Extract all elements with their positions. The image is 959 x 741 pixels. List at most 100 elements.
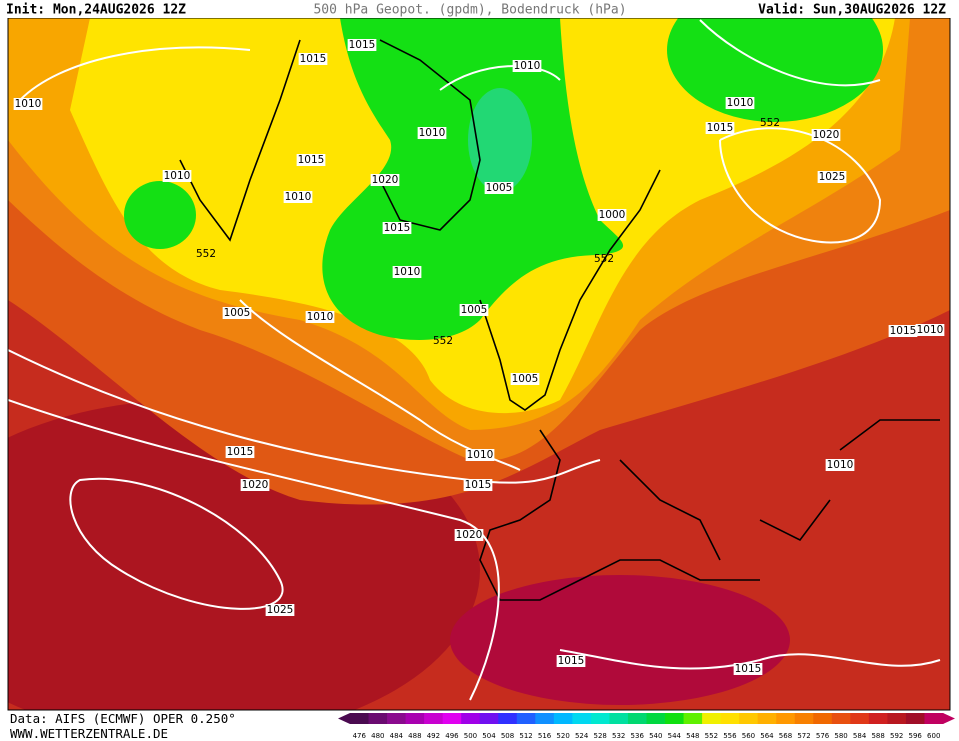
isobar-label: 1005 (486, 182, 513, 194)
isobar-label: 1015 (558, 655, 585, 667)
colorbar-label: 536 (631, 732, 645, 740)
colorbar-swatch (776, 713, 796, 724)
isobar-label: 1005 (224, 307, 251, 319)
colorbar-swatch (461, 713, 481, 724)
isobar-label: 1015 (735, 663, 762, 675)
isobar-label: 552 (594, 253, 614, 265)
isobar-label: 1010 (514, 60, 541, 72)
data-source: Data: AIFS (ECMWF) OPER 0.250° (10, 711, 236, 726)
label-box (240, 479, 270, 491)
colorbar-swatch (627, 713, 647, 724)
colorbar-label: 532 (612, 732, 625, 740)
label-box (283, 191, 313, 203)
isobar-label: 1025 (267, 604, 294, 616)
colorbar: 476 480 484 488 492 496 500 504 508 512 516 520 524 5… (338, 713, 955, 740)
isobar-label: 1005 (512, 373, 539, 385)
colorbar-label: 500 (464, 732, 477, 740)
isobar-label: 1015 (707, 122, 734, 134)
isobar-label: 1000 (599, 209, 626, 221)
label-box (556, 655, 586, 667)
colorbar-label: 544 (668, 732, 682, 740)
label-box (463, 479, 493, 491)
colorbar-swatch (535, 713, 555, 724)
label-box (725, 97, 755, 109)
colorbar-swatch (368, 713, 388, 724)
colorbar-label: 476 (353, 732, 367, 740)
colorbar-label: 504 (482, 732, 496, 740)
label-box (512, 60, 542, 72)
colorbar-label: 560 (742, 732, 755, 740)
isobar-label: 1010 (727, 97, 754, 109)
colorbar-label: 576 (816, 732, 830, 740)
website: WWW.WETTERZENTRALE.DE (10, 726, 168, 741)
colorbar-label: 592 (890, 732, 903, 740)
colorbar-label: 584 (853, 732, 867, 740)
colorbar-swatch (572, 713, 592, 724)
colorbar-label: 512 (519, 732, 532, 740)
init-time: Init: Mon,24AUG2026 12Z (6, 3, 186, 18)
isobar-label: 1015 (227, 446, 254, 458)
isobar-label: 1010 (917, 324, 944, 336)
isobar-label: 1015 (298, 154, 325, 166)
label-box (597, 209, 627, 221)
colorbar-swatch (387, 713, 407, 724)
label-box (888, 325, 918, 337)
colorbar-label: 516 (538, 732, 552, 740)
colorbar-swatch (590, 713, 610, 724)
label-box (296, 154, 326, 166)
colorbar-label: 520 (556, 732, 569, 740)
label-box (454, 529, 484, 541)
colorbar-label: 488 (408, 732, 421, 740)
colorbar-swatch (516, 713, 536, 724)
isobar-label: 1005 (461, 304, 488, 316)
colorbar-swatch (479, 713, 499, 724)
label-box (465, 449, 495, 461)
isobar-label: 552 (196, 248, 216, 260)
colorbar-swatch (887, 713, 907, 724)
colorbar-label: 548 (686, 732, 699, 740)
label-box (733, 663, 763, 675)
colorbar-swatch (739, 713, 759, 724)
label-box (915, 324, 945, 336)
colorbar-swatch (905, 713, 925, 724)
isobar-label: 552 (433, 335, 453, 347)
label-box (382, 222, 412, 234)
colorbar-label: 484 (390, 732, 404, 740)
colorbar-swatch (405, 713, 425, 724)
colorbar-label: 508 (501, 732, 514, 740)
isobar-label: 1010 (15, 98, 42, 110)
label-box (222, 307, 252, 319)
map-title: 500 hPa Geopot. (gpdm), Bodendruck (hPa) (313, 3, 626, 18)
colorbar-swatch (442, 713, 462, 724)
label-box (225, 446, 255, 458)
label-box (265, 604, 295, 616)
valid-time: Valid: Sun,30AUG2026 12Z (758, 3, 946, 18)
colorbar-label: 496 (445, 732, 459, 740)
isobar-label: 1010 (307, 311, 334, 323)
colorbar-label: 580 (834, 732, 847, 740)
label-box (825, 459, 855, 471)
colorbar-label: 588 (871, 732, 884, 740)
isobar-label: 1025 (819, 171, 846, 183)
colorbar-swatch (868, 713, 888, 724)
label-box (305, 311, 335, 323)
colorbar-swatch (424, 713, 444, 724)
isobar-label: 1010 (467, 449, 494, 461)
isobar-label: 1015 (465, 479, 492, 491)
isobar-label: 1010 (827, 459, 854, 471)
isobar-label: 1020 (372, 174, 399, 186)
colorbar-swatch (757, 713, 777, 724)
colorbar-label: 524 (575, 732, 589, 740)
colorbar-swatch (924, 713, 944, 724)
label-box (484, 182, 514, 194)
colorbar-label: 492 (427, 732, 440, 740)
colorbar-swatch (831, 713, 851, 724)
colorbar-swatch (702, 713, 722, 724)
colorbar-swatch (609, 713, 629, 724)
colorbar-swatch (350, 713, 370, 724)
colorbar-swatch (665, 713, 685, 724)
label-box (347, 39, 377, 51)
isobar-label: 1010 (394, 266, 421, 278)
colorbar-label: 572 (797, 732, 810, 740)
